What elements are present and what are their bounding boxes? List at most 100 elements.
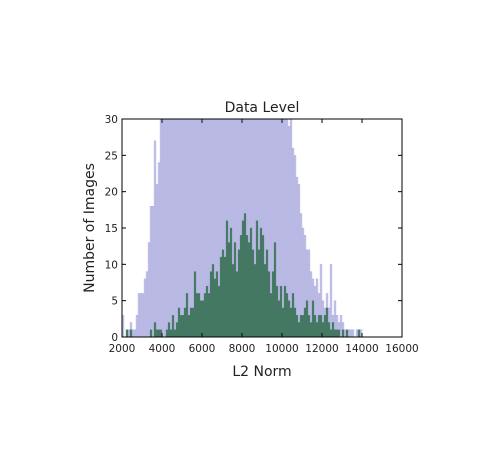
x-tick-label: 2000 — [109, 343, 136, 355]
bars-layer — [121, 118, 363, 338]
histogram-bar-series-2 — [271, 271, 275, 338]
x-tick-label: 16000 — [385, 343, 418, 355]
histogram-bar-series-2 — [219, 256, 223, 338]
histogram-bar-series-2 — [323, 315, 327, 338]
histogram-bar-series-2 — [333, 329, 337, 338]
histogram-bar-series-1 — [127, 329, 131, 338]
histogram-bar-series-1 — [173, 118, 177, 338]
histogram-bar-series-2 — [291, 293, 295, 338]
y-tick-label: 15 — [105, 223, 118, 235]
histogram-bar-series-2 — [167, 322, 171, 338]
histogram-bar-series-2 — [329, 329, 333, 338]
histogram-bar-series-2 — [215, 271, 219, 338]
histogram-bar-series-2 — [231, 264, 235, 338]
x-axis-label: L2 Norm — [232, 364, 291, 380]
histogram-bar-series-2 — [267, 271, 271, 338]
histogram-bar-series-2 — [195, 293, 199, 338]
histogram-bar-series-2 — [357, 329, 361, 338]
histogram-bar-series-2 — [227, 242, 231, 338]
histogram-bar-series-2 — [181, 315, 185, 338]
histogram-bar-series-2 — [199, 300, 203, 338]
histogram-bar-series-1 — [153, 140, 157, 338]
histogram-bar-series-2 — [263, 264, 267, 338]
histogram-bar-series-2 — [239, 235, 243, 338]
histogram-bar-series-2 — [189, 307, 193, 338]
histogram-bar-series-2 — [261, 235, 265, 338]
histogram-bar-series-1 — [139, 293, 143, 338]
histogram-bar-series-2 — [233, 242, 237, 338]
histogram-bar-series-2 — [297, 322, 301, 338]
x-tick-label: 14000 — [345, 343, 378, 355]
histogram-bar-series-1 — [147, 242, 151, 338]
y-tick-label: 25 — [105, 150, 118, 162]
histogram-bar-series-2 — [205, 285, 209, 338]
histogram-bar-series-2 — [295, 315, 299, 338]
histogram-bar-series-2 — [245, 235, 249, 338]
histogram-bar-series-2 — [277, 300, 281, 338]
histogram-bar-series-2 — [283, 285, 287, 338]
histogram-bar-series-2 — [185, 293, 189, 338]
x-tick-label: 8000 — [229, 343, 256, 355]
histogram-bar-series-2 — [207, 293, 211, 338]
histogram-bar-series-1 — [295, 176, 299, 338]
histogram-bar-series-2 — [187, 315, 191, 338]
y-tick-label: 0 — [111, 332, 118, 344]
histogram-bar-series-1 — [165, 118, 169, 338]
x-tick-label: 12000 — [305, 343, 338, 355]
histogram-bar-series-1 — [297, 184, 301, 338]
histogram-bar-series-2 — [153, 322, 157, 338]
histogram-bar-series-2 — [253, 264, 257, 338]
histogram-bar-series-2 — [313, 315, 317, 338]
histogram-bar-series-1 — [135, 315, 139, 338]
histogram-bar-series-2 — [311, 300, 315, 338]
histogram-bar-series-1 — [143, 278, 147, 338]
histogram-bar-series-2 — [183, 307, 187, 338]
histogram-bar-series-2 — [305, 300, 309, 338]
histogram-bar-series-2 — [165, 329, 169, 338]
histogram-bar-series-2 — [293, 307, 297, 338]
histogram-bar-series-2 — [155, 329, 159, 338]
histogram-bar-series-2 — [327, 322, 331, 338]
histogram-bar-series-1 — [183, 118, 187, 338]
histogram-bar-series-1 — [177, 118, 181, 338]
histogram-bar-series-1 — [355, 329, 359, 338]
y-axis-label: Number of Images — [82, 163, 98, 293]
histogram-bar-series-2 — [197, 293, 201, 338]
histogram-bar-series-1 — [171, 118, 175, 338]
histogram-bar-series-1 — [145, 271, 149, 338]
histogram-bar-series-1 — [151, 205, 155, 338]
x-tick-label: 4000 — [149, 343, 176, 355]
histogram-bar-series-1 — [163, 118, 167, 338]
chart-title: Data Level — [225, 100, 300, 116]
histogram-bar-series-1 — [191, 118, 195, 338]
histogram-bar-series-2 — [345, 329, 349, 338]
histogram-bar-series-1 — [349, 329, 353, 338]
histogram-bar-series-1 — [281, 118, 285, 338]
histogram-bar-series-2 — [341, 329, 345, 338]
histogram-bar-series-2 — [317, 315, 321, 338]
histogram-bar-series-2 — [285, 293, 289, 338]
histogram-bar-series-2 — [309, 322, 313, 338]
histogram-bar-series-2 — [299, 315, 303, 338]
histogram-bar-series-2 — [223, 256, 227, 338]
histogram-bar-series-2 — [255, 220, 259, 338]
histogram-bar-series-2 — [221, 249, 225, 338]
histogram-bar-series-2 — [241, 220, 245, 338]
histogram-bar-series-2 — [213, 278, 217, 338]
histogram-bar-series-1 — [137, 293, 141, 338]
histogram-bar-series-1 — [343, 329, 347, 338]
histogram-bar-series-2 — [251, 249, 255, 338]
histogram-bar-series-2 — [301, 315, 305, 338]
histogram-bar-series-2 — [325, 307, 329, 338]
histogram-bar-series-2 — [275, 285, 279, 338]
histogram-bar-series-2 — [269, 293, 273, 338]
histogram-bar-series-1 — [149, 205, 153, 338]
histogram-bar-series-1 — [175, 118, 179, 338]
y-tick-label: 30 — [105, 114, 118, 126]
histogram-bar-series-2 — [173, 329, 177, 338]
histogram-bar-series-1 — [179, 118, 183, 338]
histogram-bar-series-2 — [249, 227, 253, 338]
histogram-bar-series-2 — [337, 329, 341, 338]
